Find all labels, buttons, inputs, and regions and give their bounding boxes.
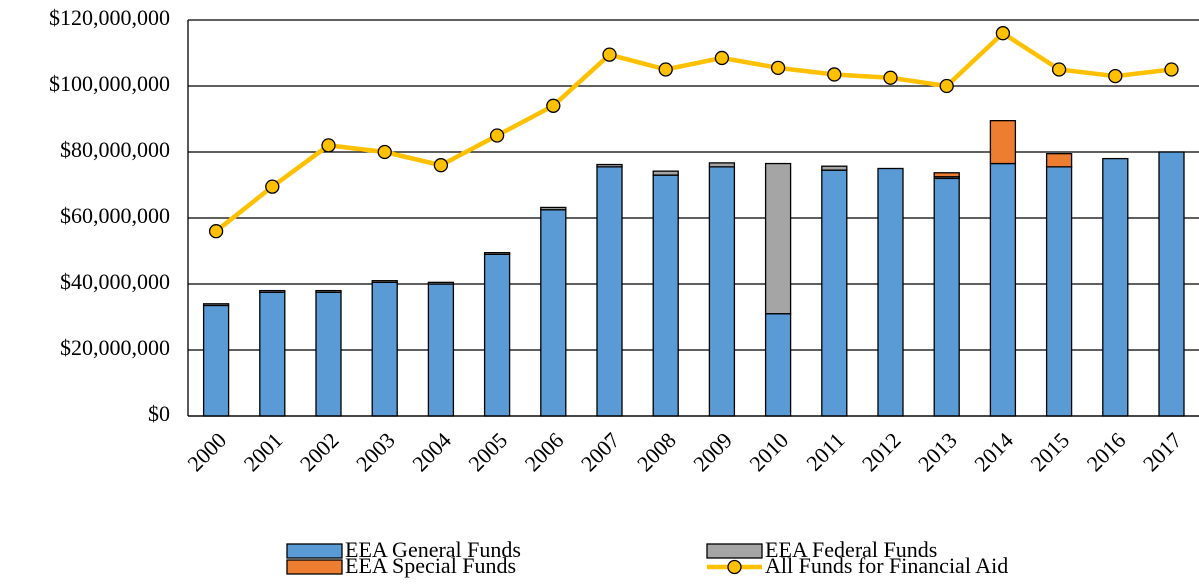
bar-segment — [821, 169, 848, 417]
line-marker — [433, 158, 449, 173]
bar-segment — [596, 163, 623, 168]
bar-segment — [315, 289, 342, 293]
y-tick-label: $0 — [148, 401, 170, 426]
legend-label: EEA Federal Funds — [765, 537, 937, 562]
line-marker — [827, 67, 842, 82]
legend-label: EEA Special Funds — [345, 553, 516, 578]
bar-segment — [989, 162, 1017, 417]
legend-label: All Funds for Financial Aid — [765, 553, 1008, 578]
x-tick-label: 2013 — [913, 427, 962, 476]
x-tick-label: 2000 — [182, 427, 231, 476]
bar-segment — [483, 251, 511, 255]
bar-segment — [596, 166, 623, 417]
x-tick-label: 2001 — [239, 427, 288, 476]
line-marker — [1108, 68, 1123, 84]
y-tick-label: $40,000,000 — [60, 269, 170, 294]
bar-segment — [652, 174, 679, 417]
line-marker — [658, 62, 673, 77]
y-tick-label: $20,000,000 — [60, 335, 170, 360]
x-tick-label: 2006 — [520, 427, 569, 476]
bar-segment — [371, 281, 398, 417]
line-marker — [939, 78, 954, 94]
x-tick-label: 2009 — [688, 427, 737, 476]
line-marker — [602, 47, 617, 62]
line-marker — [995, 26, 1011, 41]
line-marker — [208, 224, 224, 239]
y-tick-label: $60,000,000 — [60, 203, 170, 228]
x-tick-label: 2005 — [463, 427, 512, 476]
bar-segment — [821, 165, 848, 171]
line-marker — [377, 144, 392, 160]
x-tick-label: 2010 — [744, 427, 793, 476]
bar-segment — [708, 166, 736, 417]
legend-marker — [727, 559, 742, 575]
legend-swatch — [286, 559, 343, 575]
x-tick-label: 2008 — [632, 427, 681, 476]
bar-segment — [427, 283, 455, 417]
bar-segment — [483, 253, 511, 417]
bar-segment — [652, 170, 679, 176]
x-tick-label: 2002 — [295, 427, 344, 476]
x-tick-label: 2003 — [351, 427, 400, 476]
bar-segment — [1102, 157, 1129, 417]
x-tick-label: 2012 — [857, 427, 906, 476]
bar-segment — [708, 162, 736, 168]
bar-segment — [540, 206, 567, 211]
bar-segment — [371, 280, 398, 284]
x-tick-label: 2011 — [801, 427, 849, 475]
y-tick-label: $80,000,000 — [60, 137, 170, 162]
x-tick-label: 2017 — [1138, 427, 1187, 476]
y-tick-label: $120,000,000 — [49, 5, 170, 30]
bar-segment — [259, 291, 286, 417]
bar-segment — [540, 209, 567, 417]
line-marker — [321, 138, 336, 153]
x-tick-label: 2014 — [969, 427, 1018, 476]
bar-segment — [202, 303, 230, 307]
bar-segment — [202, 304, 230, 417]
x-tick-label: 2007 — [576, 427, 625, 476]
legend-label: EEA General Funds — [345, 537, 521, 562]
line-marker — [1051, 62, 1067, 77]
bar-segment — [1045, 152, 1073, 168]
bar-segment — [933, 177, 960, 417]
bar-segment — [427, 281, 455, 285]
line-marker — [489, 128, 505, 143]
bar-segment — [315, 291, 342, 417]
x-tick-label: 2004 — [407, 427, 456, 476]
y-tick-label: $100,000,000 — [49, 71, 170, 96]
bar-segment — [1045, 166, 1073, 417]
legend-swatch — [286, 543, 343, 559]
line — [214, 30, 1172, 233]
x-tick-label: 2016 — [1082, 427, 1131, 476]
line-marker — [1164, 62, 1179, 77]
bar-segment — [764, 162, 792, 315]
bar-segment — [989, 120, 1017, 165]
line-marker — [714, 50, 730, 66]
bar-segment — [933, 172, 960, 178]
line-marker — [265, 179, 280, 194]
x-tick-label: 2015 — [1025, 427, 1074, 476]
line-marker — [770, 60, 786, 75]
legend-swatch — [706, 543, 763, 559]
bar-segment — [764, 313, 792, 417]
bar-segment — [1158, 151, 1185, 417]
bar-segment — [259, 289, 286, 293]
line-marker — [883, 70, 898, 85]
line-marker — [546, 98, 561, 113]
bar-segment — [877, 167, 904, 417]
